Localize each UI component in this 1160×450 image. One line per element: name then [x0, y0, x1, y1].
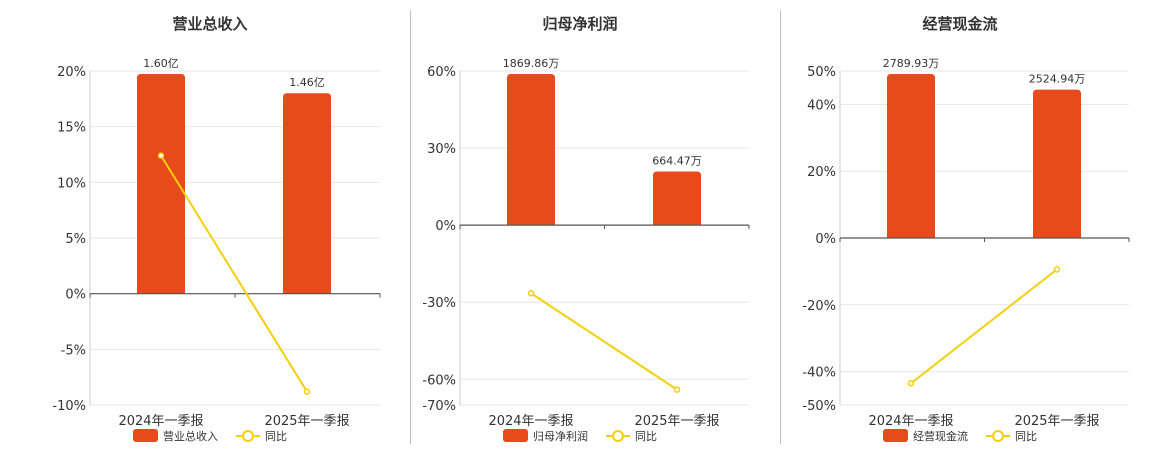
legend-bar-swatch[interactable] [883, 429, 908, 442]
bar [507, 74, 555, 226]
bar [137, 74, 185, 294]
y-tick-label: -40% [802, 366, 836, 381]
y-tick-label: -70% [422, 399, 456, 414]
chart-title: 归母净利润 [542, 15, 617, 33]
cashflow-chart-panel: 经营现金流 50% 40% 20% 0% -20% -40% -50% 2789.93万 2524… [781, 0, 1160, 450]
y-tick-label: -20% [802, 299, 836, 314]
y-tick-label: 20% [807, 165, 836, 180]
yoy-line [910, 268, 1058, 385]
legend-bar-label[interactable]: 经营现金流 [913, 429, 968, 443]
x-category-label: 2024年一季报 [488, 414, 573, 429]
legend-bar-swatch[interactable] [503, 429, 528, 442]
bar-data-label: 664.47万 [652, 154, 702, 167]
x-category-label: 2025年一季报 [264, 414, 349, 429]
y-tick-label: 50% [807, 65, 836, 80]
yoy-point [1053, 266, 1061, 273]
chart-title: 营业总收入 [172, 15, 247, 33]
x-category-label: 2024年一季报 [118, 414, 203, 429]
y-tick-label: -50% [802, 399, 836, 414]
bar-data-label: 1869.86万 [503, 57, 560, 70]
y-tick-label: -60% [422, 373, 456, 388]
legend-line-label[interactable]: 同比 [265, 430, 287, 443]
yoy-point [527, 289, 535, 297]
bar-data-label: 1.60亿 [143, 57, 179, 70]
y-tick-label: -5% [61, 343, 86, 358]
y-tick-label: 60% [427, 65, 456, 80]
legend-bar-label[interactable]: 归母净利润 [533, 429, 588, 443]
chart-svg: 归母净利润 60% 30% 0% -30% -60% -70% 1869.86万 664.47万… [422, 15, 750, 443]
bar [1033, 89, 1081, 238]
yoy-point [303, 388, 311, 395]
bar [653, 171, 701, 226]
bar-data-label: 1.46亿 [289, 76, 325, 89]
chart-svg: 营业总收入 20% 15% 10% 5% 0% -5% -10% 1.60亿 1.46亿 2024年… [52, 15, 381, 443]
y-tick-label: 40% [807, 98, 836, 113]
yoy-point [157, 152, 165, 159]
bar [887, 74, 935, 238]
bar [283, 93, 331, 294]
bar-data-label: 2524.94万 [1029, 73, 1086, 86]
y-tick-label: 10% [57, 176, 86, 191]
yoy-point [673, 386, 681, 393]
legend-bar-label[interactable]: 营业总收入 [163, 429, 218, 443]
legend-line-marker [992, 430, 1004, 442]
y-tick-label: 15% [57, 121, 86, 136]
legend-line-marker [242, 430, 254, 442]
yoy-line [530, 292, 678, 391]
yoy-line [160, 155, 308, 393]
legend-line-label[interactable]: 同比 [1015, 430, 1037, 443]
net-profit-chart-panel: 归母净利润 60% 30% 0% -30% -60% -70% 1869.86万 664.47万… [411, 0, 780, 450]
y-tick-label: 0% [815, 232, 836, 247]
y-tick-label: -30% [422, 296, 456, 311]
y-tick-label: 5% [65, 232, 86, 247]
y-tick-label: 20% [57, 65, 86, 80]
panel-divider [780, 10, 781, 444]
y-tick-label: 30% [427, 142, 456, 157]
yoy-point [907, 380, 915, 387]
chart-svg: 经营现金流 50% 40% 20% 0% -20% -40% -50% 2789.93万 2524… [802, 15, 1130, 443]
y-tick-label: -10% [52, 399, 86, 414]
x-category-label: 2025年一季报 [1014, 414, 1099, 429]
panel-divider [410, 10, 411, 444]
bar-data-label: 2789.93万 [883, 57, 940, 70]
legend-line-marker [612, 430, 624, 442]
x-category-label: 2025年一季报 [634, 414, 719, 429]
chart-title: 经营现金流 [922, 15, 997, 33]
y-tick-label: 0% [435, 219, 456, 234]
revenue-chart-panel: 营业总收入 20% 15% 10% 5% 0% -5% -10% 1.60亿 1.46亿 2024年… [0, 0, 410, 450]
legend-bar-swatch[interactable] [133, 429, 158, 442]
x-category-label: 2024年一季报 [868, 414, 953, 429]
y-tick-label: 0% [65, 288, 86, 303]
legend-line-label[interactable]: 同比 [635, 430, 657, 443]
